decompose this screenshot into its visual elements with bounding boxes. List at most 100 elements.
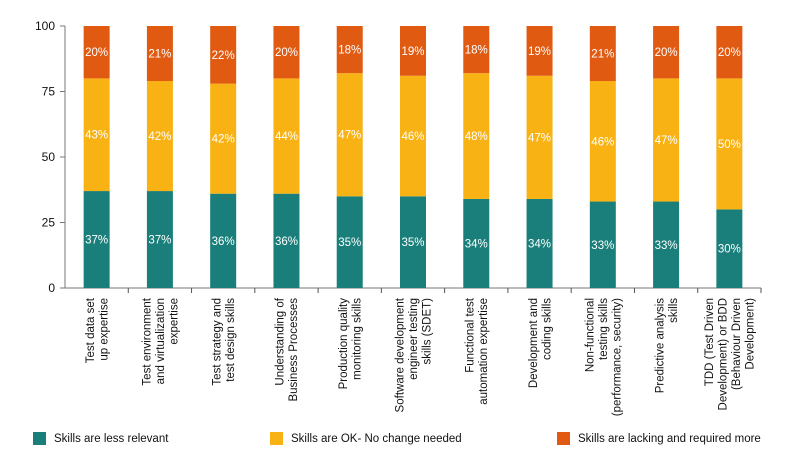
data-label: 21% [591,49,614,61]
bar-segment-ok [716,78,743,210]
legend: Skills are less relevant Skills are OK- … [0,432,799,452]
bar-segment-ok [210,83,237,194]
bar-segment-less-relevant [210,193,237,288]
bar-segment-less-relevant [589,201,616,288]
legend-item-less-relevant: Skills are less relevant [33,432,168,445]
data-label: 47% [338,130,361,142]
bar-segment-lacking [336,26,363,74]
data-label: 43% [85,130,108,142]
bar-segment-ok [526,75,553,199]
x-tick-label: Functional test automation expertise [465,297,491,405]
bar-stack: 30% 50% 20% [716,26,743,288]
bar-segment-ok [653,78,680,202]
bar-segment-less-relevant [463,198,490,288]
y-tick-label: 25 [42,216,56,230]
bar-segment-lacking [273,26,300,79]
bar-stack: 34% 48% 18% [463,26,490,288]
bar-segment-less-relevant [273,193,300,288]
data-label: 19% [528,46,551,58]
data-label: 44% [275,131,298,143]
data-label: 37% [148,235,171,247]
data-label: 47% [528,132,551,144]
bar-stack: 34% 47% 19% [526,26,553,288]
y-tick-label: 0 [48,281,55,295]
data-label: 42% [212,134,235,146]
x-tick-label: Production quality monitoring skills [338,298,364,390]
x-tick-label: Test data set up expertise [85,297,111,363]
bar-stack: 33% 46% 21% [589,26,616,288]
x-tick-label: Understanding of Business Processes [275,297,301,401]
bar-stack: 37% 42% 21% [146,26,173,288]
data-label: 34% [465,238,488,250]
bar-segment-lacking [83,26,110,79]
bar-segment-lacking [653,26,680,79]
data-label: 18% [338,45,361,57]
data-label: 20% [655,47,678,59]
data-label: 20% [85,47,108,59]
data-label: 50% [718,139,741,151]
data-label: 30% [718,244,741,256]
legend-item-lacking: Skills are lacking and required more [557,432,761,445]
x-tick-label: Test strategy and test design skills [211,298,237,386]
bar-stack: 36% 42% 22% [210,26,237,288]
data-label: 33% [655,240,678,252]
data-label: 35% [401,237,424,249]
bar-stack: 33% 47% 20% [653,26,680,288]
y-tick-label: 75 [42,85,56,99]
data-label: 19% [401,46,424,58]
legend-label-less-relevant: Skills are less relevant [54,432,169,445]
data-label: 42% [148,131,171,143]
bar-segment-lacking [589,26,616,82]
data-label: 37% [85,235,108,247]
bar-segment-less-relevant [526,198,553,288]
bar-segment-ok [589,81,616,202]
bar-segment-less-relevant [83,191,110,288]
bar-stack: 35% 46% 19% [400,26,426,288]
bar-segment-less-relevant [336,196,363,288]
x-axis-labels: Test data set up expertise Test environmen… [85,297,757,416]
legend-swatch-lacking [557,432,570,445]
x-tick-label: TDD (Test Driven Development) or BDD (Beha… [704,298,757,411]
data-label: 48% [465,131,488,143]
x-tick-label: Development and coding skills [528,298,554,388]
data-label: 46% [591,136,614,148]
legend-item-ok: Skills are OK- No change needed [270,432,462,445]
legend-label-ok: Skills are OK- No change needed [291,432,462,445]
legend-swatch-ok [270,432,283,445]
data-label: 34% [528,238,551,250]
data-label: 22% [212,50,235,62]
bar-segment-lacking [526,26,553,76]
data-label: 18% [465,45,488,57]
bar-segment-ok [400,75,426,197]
x-tick-label: Predictive analysis skills [654,298,680,393]
x-axis [65,287,762,293]
legend-swatch-less-relevant [33,432,46,445]
y-tick-label: 50 [42,150,56,164]
bar-stack: 36% 44% 20% [273,26,300,288]
bar-segment-lacking [463,26,490,74]
x-tick-label: Non-functional testing skills (performance… [584,298,623,416]
x-tick-label: Test environment and virtualization expert… [141,297,180,385]
data-label: 47% [655,135,678,147]
bar-segment-less-relevant [400,196,426,288]
data-label: 36% [212,236,235,248]
x-tick-label: Software development engineer testing skil… [395,297,434,412]
bar-segment-lacking [146,26,173,82]
data-label: 33% [591,240,614,252]
data-label: 46% [401,131,424,143]
data-label: 21% [148,49,171,61]
y-axis: 0 25 50 75 100 [35,19,66,295]
data-label: 20% [275,47,298,59]
bar-segment-ok [273,78,300,194]
bar-stack: 37% 43% 20% [83,26,110,288]
bar-segment-less-relevant [146,191,173,288]
bar-segment-ok [463,73,490,199]
bar-segment-lacking [210,26,237,84]
data-label: 36% [275,236,298,248]
bar-segment-ok [83,78,110,192]
bar-segment-lacking [716,26,743,79]
bar-segment-ok [336,73,363,197]
bars: 37% 43% 20% 37% 42% 21% 36% 42% 22% 36% 44% 20% 35% 4… [83,26,743,288]
bar-stack: 35% 47% 18% [336,26,363,288]
